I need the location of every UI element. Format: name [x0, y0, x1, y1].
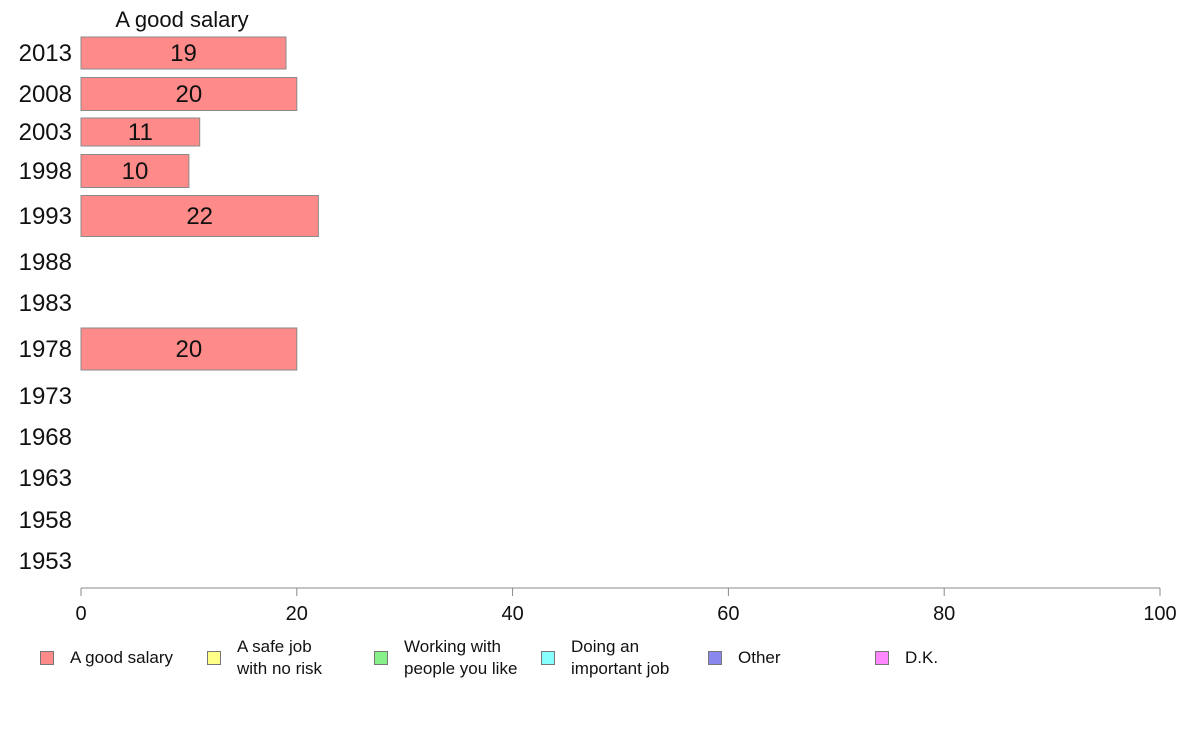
x-tick-label: 0: [75, 603, 86, 625]
bar-value-label: 19: [170, 40, 197, 67]
x-tick-label: 60: [717, 603, 739, 625]
bar-value-label: 11: [128, 119, 153, 146]
category-label: 1978: [19, 336, 72, 363]
category-label: 1963: [19, 465, 72, 492]
legend: A good salary A safe job with no risk Wo…: [0, 636, 1188, 686]
category-label: 1998: [19, 158, 72, 185]
legend-swatch: [207, 651, 221, 665]
legend-item-working-with-people: Working with people you like: [374, 636, 517, 680]
category-label: 1973: [19, 383, 72, 410]
category-label: 1968: [19, 424, 72, 451]
x-tick-label: 20: [286, 603, 308, 625]
x-tick-label: 40: [501, 603, 523, 625]
category-labels: 2013 2008 2003 1998 1993 1988 1983 1978 1973 1968…: [19, 40, 72, 575]
bar-value-label: 22: [186, 203, 213, 230]
bar-chart: A good salary 19 20 11 10 22 20 2013 2008 2003 1…: [19, 7, 1177, 625]
legend-label: A good salary: [70, 648, 174, 667]
bar-value-label: 20: [176, 336, 203, 363]
legend-label: A safe job with no risk: [237, 637, 323, 678]
bar-value-label: 10: [122, 158, 149, 185]
bar: [80, 36, 287, 70]
legend-swatch: [875, 651, 889, 665]
bar: [80, 154, 190, 188]
bar-value-label: 20: [176, 81, 203, 108]
bar: [80, 327, 298, 371]
legend-item-important-job: Doing an important job: [541, 636, 669, 680]
category-label: 1988: [19, 249, 72, 276]
legend-swatch: [708, 651, 722, 665]
x-tick-label: 100: [1143, 603, 1176, 625]
bar: [80, 77, 298, 111]
category-label: 1958: [19, 507, 72, 534]
legend-label: Other: [738, 648, 781, 667]
bars-layer: 19 20 11 10 22 20: [80, 36, 319, 371]
legend-item-other: Other: [708, 647, 781, 669]
legend-label: Working with people you like: [404, 637, 518, 678]
category-label: 1983: [19, 290, 72, 317]
category-label: 1993: [19, 203, 72, 230]
category-label: 2003: [19, 119, 72, 146]
bar: [80, 117, 201, 147]
legend-item-safe-job: A safe job with no risk: [207, 636, 322, 680]
category-label: 2013: [19, 40, 72, 67]
category-label: 2008: [19, 81, 72, 108]
bar: [80, 195, 319, 237]
chart-title: A good salary: [115, 7, 248, 32]
legend-item-dk: D.K.: [875, 647, 938, 669]
legend-item-good-salary: A good salary: [40, 647, 173, 669]
legend-swatch: [374, 651, 388, 665]
legend-label: D.K.: [905, 648, 939, 667]
legend-label: Doing an important job: [571, 637, 670, 678]
legend-swatch: [40, 651, 54, 665]
legend-swatch: [541, 651, 555, 665]
category-label: 1953: [19, 548, 72, 575]
x-axis: 0 20 40 60 80 100: [75, 587, 1177, 625]
x-tick-label: 80: [933, 603, 955, 625]
